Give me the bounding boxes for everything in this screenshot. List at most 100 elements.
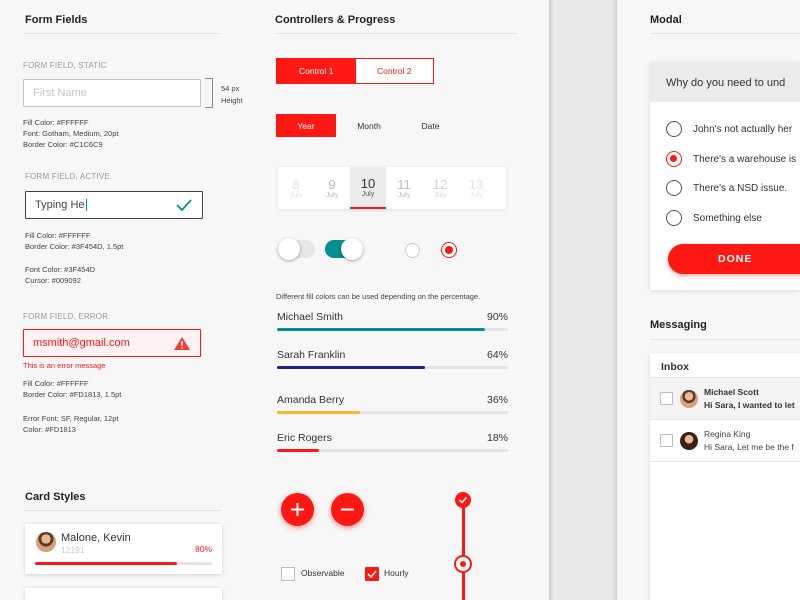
card-name: Malone, Kevin	[61, 532, 131, 544]
active-spec-2: Font Color: #3F454D Cursor: #009092	[25, 265, 96, 285]
progress-fill	[277, 411, 361, 414]
active-field[interactable]: Typing He	[25, 191, 203, 219]
progress-percent: 90%	[486, 311, 508, 323]
date-picker: 8 July 9 July 10 July 11 July 12 July 13 July	[278, 167, 506, 209]
progress-track	[277, 411, 508, 414]
control-1-tab[interactable]: Control 1	[277, 59, 356, 83]
inbox-panel: Inbox Michael Scott Hi Sara, I wanted to…	[650, 353, 800, 600]
segmented-control-1: Control 1 Control 2	[276, 58, 434, 84]
observable-checkbox[interactable]	[281, 567, 295, 581]
divider	[275, 33, 518, 34]
progress-percent: 18%	[486, 432, 508, 444]
check-icon	[458, 496, 468, 504]
stepper-line	[462, 500, 465, 600]
email-field-error[interactable]: msmith@gmail.com	[23, 329, 201, 357]
radio-dot	[670, 155, 677, 162]
date-item[interactable]: 11 July	[397, 176, 411, 199]
message-checkbox[interactable]	[660, 434, 673, 447]
message-sender: Regina King	[704, 429, 751, 439]
month-tab[interactable]: Month	[357, 120, 381, 131]
progress-name: Sarah Franklin	[277, 349, 346, 361]
plus-icon	[291, 503, 304, 516]
progress-fill	[277, 449, 319, 452]
remove-button[interactable]	[331, 493, 364, 526]
date-item[interactable]: 8 July	[289, 176, 303, 199]
modal-option[interactable]: There's a NSD issue.	[666, 180, 787, 196]
date-item[interactable]: 13 July	[468, 176, 484, 199]
message-row[interactable]: Regina King Hi Sara, Let me be the f	[650, 420, 800, 462]
date-item[interactable]: 9 July	[325, 176, 339, 199]
radio-button	[666, 151, 682, 167]
warning-icon	[174, 337, 190, 350]
messaging-section-title: Messaging	[650, 319, 707, 331]
divider	[25, 33, 220, 34]
static-caption: FORM FIELD, STATIC	[23, 61, 107, 70]
modal-option[interactable]: John's not actually her	[666, 121, 792, 137]
progress-percent: 64%	[486, 349, 508, 361]
toggle-knob	[278, 238, 300, 260]
progress-note: Different fill colors can be used depend…	[276, 292, 481, 301]
modal-dialog: Why do you need to und John's not actual…	[650, 62, 800, 290]
hourly-checkbox[interactable]	[365, 567, 379, 581]
radio-dot	[445, 246, 453, 254]
date-item[interactable]: 12 July	[432, 176, 448, 199]
inbox-header: Inbox	[650, 353, 800, 378]
employee-card-2[interactable]	[25, 588, 222, 600]
radio-selected[interactable]	[441, 242, 457, 258]
message-row-unread[interactable]: Michael Scott Hi Sara, I wanted to let	[650, 378, 800, 420]
message-text: Hi Sara, I wanted to let	[704, 400, 795, 410]
stepper-dot	[460, 561, 466, 567]
progress-track	[277, 366, 508, 369]
active-caption: FORM FIELD, ACTIVE	[25, 172, 110, 181]
add-button[interactable]	[281, 493, 314, 526]
error-spec-1: Fill Color: #FFFFFF Border Color: #FD181…	[23, 379, 122, 399]
message-preview: Michael Scott Hi Sara, I wanted to let	[704, 387, 795, 410]
modal-option-selected[interactable]: There's a warehouse is	[666, 151, 796, 167]
employee-card[interactable]: Malone, Kevin 12191 80%	[25, 524, 222, 574]
done-button[interactable]: DONE	[668, 244, 800, 274]
divider	[25, 510, 222, 511]
active-field-value: Typing He	[35, 199, 85, 211]
progress-name: Michael Smith	[277, 311, 343, 323]
message-preview: Regina King Hi Sara, Let me be the f	[704, 429, 794, 452]
radio-button	[666, 121, 682, 137]
message-sender: Michael Scott	[704, 387, 759, 397]
year-tab[interactable]: Year	[276, 114, 336, 137]
toggle-knob	[341, 238, 363, 260]
stepper-step-complete[interactable]	[455, 492, 471, 508]
stepper-step-current[interactable]	[454, 555, 472, 573]
check-icon	[367, 570, 377, 579]
radio-unselected[interactable]	[405, 243, 420, 258]
first-name-field[interactable]: First Name	[23, 79, 201, 107]
progress-item: Sarah Franklin 64%	[277, 348, 508, 372]
modal-question: Why do you need to und	[666, 77, 786, 89]
progress-item: Eric Rogers 18%	[277, 431, 508, 455]
modal-option[interactable]: Something else	[666, 210, 762, 226]
card-styles-title: Card Styles	[25, 491, 86, 503]
toggle-off[interactable]	[278, 238, 315, 260]
progress-item: Michael Smith 90%	[277, 310, 508, 334]
card-percent: 80%	[194, 544, 212, 554]
avatar	[680, 389, 698, 408]
panel-divider	[549, 0, 554, 600]
divider	[650, 339, 800, 340]
divider	[650, 33, 800, 34]
progress-track	[277, 449, 508, 452]
control-2-tab[interactable]: Control 2	[355, 59, 433, 83]
date-tab[interactable]: Date	[421, 120, 440, 131]
modal-section-title: Modal	[650, 14, 682, 26]
text-cursor	[85, 199, 87, 211]
email-field-value: msmith@gmail.com	[33, 337, 130, 349]
card-progress-track	[35, 562, 212, 565]
date-item-selected[interactable]: 10 July	[350, 167, 386, 209]
controllers-title: Controllers & Progress	[275, 14, 396, 26]
error-message: This is an error message	[23, 361, 106, 370]
inbox-title: Inbox	[661, 361, 689, 373]
message-checkbox[interactable]	[660, 392, 673, 405]
toggle-on[interactable]	[325, 238, 363, 260]
active-spec-1: Fill Color: #FFFFFF Border Color: #3F454…	[25, 231, 124, 251]
radio-button	[666, 210, 682, 226]
height-bracket	[205, 78, 213, 108]
modal-header: Why do you need to und	[650, 62, 800, 102]
height-note: 54 px Height	[221, 84, 243, 105]
